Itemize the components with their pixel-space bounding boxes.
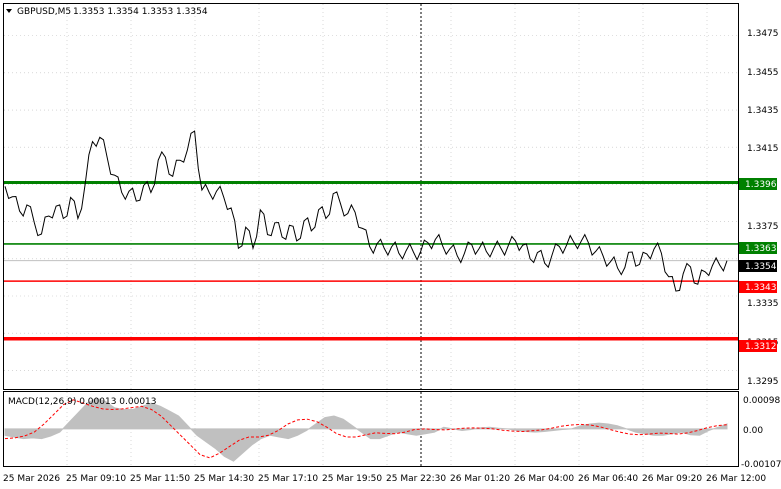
macd-axis-top: 0.00098 [743, 396, 780, 406]
price-axis: 1.3475 1.3455 1.3435 1.3415 1.3375 1.333… [747, 29, 779, 387]
time-tick: 25 Mar 19:50 [322, 474, 382, 484]
price-pane[interactable] [3, 3, 739, 390]
time-tick: 25 Mar 14:30 [194, 474, 254, 484]
price-levels [4, 181, 738, 341]
macd-axis-bottom: -0.00107 [741, 460, 781, 470]
level-tag-1343: 1.3343 [739, 281, 777, 293]
time-tick: 25 Mar 09:10 [66, 474, 126, 484]
svg-text:1.3354: 1.3354 [745, 262, 777, 272]
time-tick: 25 Mar 22:30 [386, 474, 446, 484]
time-tick: 25 Mar 11:50 [130, 474, 190, 484]
time-tick: 26 Mar 06:40 [578, 474, 638, 484]
time-tick: 26 Mar 01:20 [450, 474, 510, 484]
grid-lines [4, 4, 738, 466]
price-series-line [4, 130, 728, 292]
time-tick: 25 Mar 2026 [3, 474, 60, 484]
svg-text:1.3312: 1.3312 [745, 342, 777, 352]
time-tick: 26 Mar 04:00 [514, 474, 574, 484]
level-tag-1363: 1.3363 [739, 242, 777, 254]
svg-text:1.3343: 1.3343 [745, 283, 777, 293]
level-tag-1396: 1.3396 [739, 178, 777, 190]
price-tick: 1.3335 [747, 299, 779, 309]
price-tick: 1.3375 [747, 222, 779, 232]
price-tick: 1.3435 [747, 106, 779, 116]
time-tick: 26 Mar 12:00 [706, 474, 766, 484]
price-tick: 1.3455 [747, 68, 779, 78]
price-tick: 1.3475 [747, 29, 779, 39]
macd-label: MACD(12,26,9) 0.00013 0.00013 [8, 397, 157, 407]
svg-text:1.3363: 1.3363 [745, 244, 777, 254]
price-tick: 1.3415 [747, 144, 779, 154]
time-tick: 25 Mar 17:10 [258, 474, 318, 484]
time-axis: 25 Mar 2026 25 Mar 09:10 25 Mar 11:50 25… [3, 474, 766, 484]
symbol-label: GBPUSD,M5 [17, 7, 71, 17]
macd-axis-zero: 0.00 [743, 426, 763, 436]
triangle-down-icon[interactable] [6, 9, 12, 13]
level-tag-1312: 1.3312 [739, 340, 777, 352]
price-tick: 1.3295 [747, 377, 779, 387]
symbol-quote: 1.3353 1.3354 1.3353 1.3354 [73, 7, 208, 17]
time-tick: 26 Mar 09:20 [642, 474, 702, 484]
svg-text:1.3396: 1.3396 [745, 180, 777, 190]
macd-signal-line [4, 399, 728, 459]
current-price-tag: 1.3354 [739, 260, 777, 272]
